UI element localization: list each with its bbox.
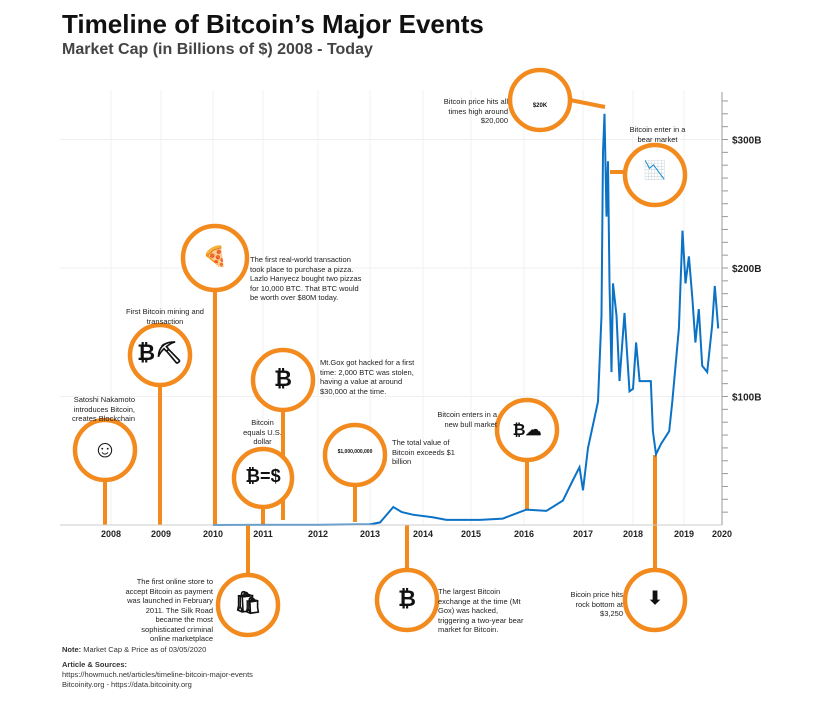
hacked-bitcoin-icon: ₿ <box>398 586 416 611</box>
x-tick-label: 2010 <box>203 529 223 539</box>
event-all-time-high: Bitcoin price hits all times high around… <box>443 97 508 125</box>
event-marker-circle <box>72 417 138 483</box>
mining-pickaxe-icon: ₿⛏ <box>137 340 183 365</box>
event-mtgox-hack-1: Mt.Gox got hacked for a first time: 2,00… <box>320 358 415 396</box>
event-marker-circle <box>622 142 688 208</box>
x-tick-label: 2012 <box>308 529 328 539</box>
x-tick-label: 2020 <box>712 529 732 539</box>
event-marker-circle <box>215 572 281 638</box>
event-mtgox-hack-2: The largest Bitcoin exchange at the time… <box>438 587 524 634</box>
bull-icon: ₿☁ <box>512 422 542 439</box>
x-tick-label: 2018 <box>623 529 643 539</box>
satoshi-portrait-icon: ☺ <box>92 436 118 463</box>
billion-coin-icon: $1,000,000,000 <box>337 449 373 455</box>
event-marker-circle <box>231 446 295 510</box>
event-billion: The total value of Bitcoin exceeds $1 bi… <box>392 438 455 466</box>
chart-subtitle: Market Cap (in Billions of $) 2008 - Tod… <box>62 41 373 58</box>
x-tick-label: 2015 <box>461 529 481 539</box>
note-text: Market Cap & Price as of 03/05/2020 <box>83 645 207 654</box>
event-leader-line <box>569 98 606 109</box>
shopping-bag-icon: 🛍 <box>234 590 262 615</box>
chart-title: Timeline of Bitcoin’s Major Events <box>62 9 484 39</box>
event-silk-road: The first online store to accept Bitcoin… <box>125 577 213 643</box>
trophy-icon: $20K <box>532 103 548 109</box>
event-marker-circle <box>507 67 573 133</box>
event-mining: First Bitcoin mining and transaction <box>126 307 204 326</box>
y-tick-label: $100B <box>732 393 761 404</box>
market-cap-line <box>212 113 720 526</box>
x-tick-label: 2008 <box>101 529 121 539</box>
source-link-bitcoinity[interactable]: Bitcoinity.org - https://data.bitcoinity… <box>62 680 192 689</box>
source-link-howmuch[interactable]: https://howmuch.net/articles/timeline-bi… <box>62 670 253 679</box>
parity-icon: ₿=$ <box>245 466 281 486</box>
event-bear-market: Bitcoin enter in a bear market <box>629 125 686 144</box>
x-tick-label: 2013 <box>360 529 380 539</box>
x-tick-label: 2014 <box>413 529 433 539</box>
x-tick-label: 2009 <box>151 529 171 539</box>
event-marker-circle <box>127 322 193 388</box>
y-tick-label: $200B <box>732 264 761 275</box>
pizza-icon: 🍕 <box>202 246 228 268</box>
x-tick-label: 2016 <box>514 529 534 539</box>
sources-label: Article & Sources: <box>62 660 128 669</box>
x-tick-label: 2011 <box>253 529 273 539</box>
bear-chart-icon: 📉 <box>643 160 667 180</box>
note: Note: Market Cap & Price as of 03/05/202… <box>62 645 206 655</box>
event-marker-circle <box>250 347 316 413</box>
event-marker-circle <box>180 223 250 293</box>
event-marker-circle <box>374 567 440 633</box>
hacker-icon: ₿ <box>274 366 292 391</box>
piggy-bank-icon: ⬇ <box>647 588 663 608</box>
event-rock-bottom: Bicoin price hits rock bottom at $3,250 <box>570 590 623 618</box>
event-parity: Bitcoin equals U.S. dollar <box>243 418 282 446</box>
event-marker-circle <box>622 567 688 633</box>
event-marker-circle <box>494 397 560 463</box>
x-tick-label: 2019 <box>674 529 694 539</box>
event-marker-circle <box>322 422 388 488</box>
y-tick-label: $300B <box>732 136 761 147</box>
event-pizza: The first real-world transaction took pl… <box>250 255 362 302</box>
x-tick-label: 2017 <box>573 529 593 539</box>
event-satoshi: Satoshi Nakamoto introduces Bitcoin, cre… <box>72 395 135 423</box>
event-bull-market: Bitcoin enters in a new bull market <box>437 410 497 429</box>
note-label: Note: <box>62 645 82 654</box>
